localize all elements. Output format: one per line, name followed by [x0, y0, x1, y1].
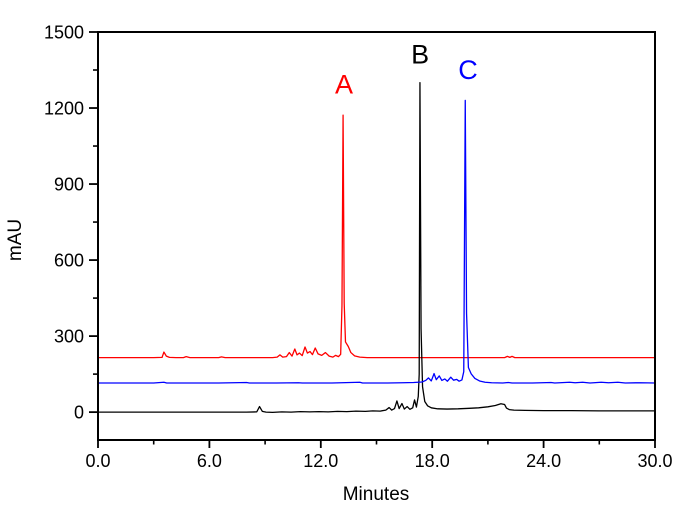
trace-b: [97, 82, 656, 414]
y-tick-label: 300: [54, 327, 84, 347]
x-tick-label: 30.0: [637, 451, 672, 471]
x-tick-label: 6.0: [197, 451, 222, 471]
y-tick-label: 900: [54, 175, 84, 195]
x-tick-label: 12.0: [303, 451, 338, 471]
trace-a: [97, 114, 656, 359]
y-tick-label: 1200: [44, 99, 84, 119]
trace-c: [97, 99, 656, 384]
peak-label-a: A: [335, 69, 353, 99]
x-tick-label: 0.0: [85, 451, 110, 471]
x-tick-label: 18.0: [415, 451, 450, 471]
y-tick-label: 0: [74, 403, 84, 423]
y-axis-title: mAU: [5, 219, 26, 261]
x-axis-title: Minutes: [343, 484, 410, 505]
y-tick-label: 1500: [44, 23, 84, 43]
y-tick-label: 600: [54, 251, 84, 271]
peak-label-c: C: [458, 55, 478, 85]
x-tick-label: 24.0: [526, 451, 561, 471]
peak-label-b: B: [411, 40, 429, 70]
